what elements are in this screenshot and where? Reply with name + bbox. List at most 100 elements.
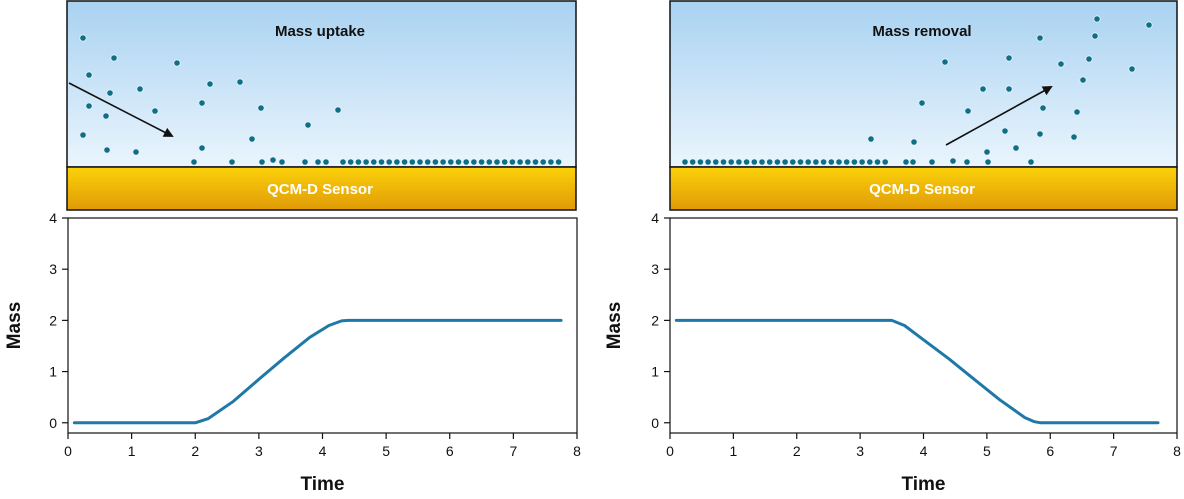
- x-tick-label: 3: [856, 443, 864, 459]
- particle: [424, 158, 432, 166]
- particle: [928, 158, 936, 166]
- particle: [866, 158, 874, 166]
- uptake-figure: Mass uptake QCM-D Sensor 0 1 2 3 4 5 6 7 8 0 1 2 3 4 T…: [4, 0, 581, 495]
- particle: [1070, 133, 1078, 141]
- mass-curve: [674, 318, 1160, 425]
- particle: [110, 54, 118, 62]
- particle: [516, 158, 524, 166]
- x-tick-label: 7: [1110, 443, 1118, 459]
- particle: [766, 158, 774, 166]
- liquid-region: [669, 0, 1178, 168]
- particle: [704, 158, 712, 166]
- x-axis-label: Time: [901, 474, 945, 495]
- x-axis-ticks: 0 1 2 3 4 5 6 7 8: [64, 433, 581, 459]
- particle: [314, 158, 322, 166]
- particle: [979, 85, 987, 93]
- particle: [206, 80, 214, 88]
- particle: [781, 158, 789, 166]
- y-tick-label: 1: [49, 364, 57, 380]
- x-tick-label: 0: [666, 443, 674, 459]
- qcm-sensor: [669, 166, 1178, 211]
- particle: [132, 148, 140, 156]
- y-axis-label: Mass: [4, 302, 25, 350]
- removal-scene: Mass removal QCM-D Sensor: [669, 0, 1178, 211]
- y-tick-label: 2: [651, 312, 659, 328]
- particle: [354, 158, 362, 166]
- liquid-region: [66, 0, 577, 168]
- particle: [850, 158, 858, 166]
- particle: [804, 158, 812, 166]
- particle: [984, 158, 992, 166]
- particle: [531, 158, 540, 166]
- particle: [362, 158, 370, 166]
- particle: [198, 144, 206, 152]
- x-tick-label: 1: [729, 443, 737, 459]
- y-axis-ticks: 0 1 2 3 4: [651, 210, 670, 431]
- y-tick-label: 2: [49, 312, 57, 328]
- x-tick-label: 6: [446, 443, 454, 459]
- particle: [963, 158, 971, 166]
- particle: [236, 78, 244, 86]
- particle: [827, 158, 835, 166]
- particle: [79, 131, 87, 139]
- particle: [719, 158, 728, 166]
- removal-chart: 0 1 2 3 4 5 6 7 8 0 1 2 3 4 Time Mass: [604, 210, 1181, 495]
- particle: [228, 158, 236, 166]
- particle: [377, 158, 386, 166]
- sensor-label: QCM-D Sensor: [267, 181, 373, 198]
- particle: [102, 112, 110, 120]
- particle: [1079, 76, 1087, 84]
- scene-title: Mass uptake: [275, 23, 365, 40]
- particle: [1001, 127, 1009, 135]
- y-tick-label: 0: [651, 415, 659, 431]
- x-tick-label: 8: [1173, 443, 1181, 459]
- particle: [1012, 144, 1020, 152]
- particle: [334, 106, 342, 114]
- particle: [1128, 65, 1136, 73]
- particle: [151, 107, 159, 115]
- particle: [269, 156, 277, 164]
- particle: [385, 158, 393, 166]
- uptake-chart: 0 1 2 3 4 5 6 7 8 0 1 2 3 4 Time Mass: [4, 210, 581, 495]
- y-axis-label: Mass: [604, 302, 625, 350]
- particle: [304, 121, 312, 129]
- particle: [106, 89, 114, 97]
- particle: [758, 158, 766, 166]
- particle: [508, 158, 517, 166]
- particle: [485, 158, 493, 166]
- particle: [867, 135, 875, 143]
- particle: [258, 158, 266, 166]
- particle: [743, 158, 751, 166]
- particle: [858, 158, 866, 166]
- particle: [447, 158, 455, 166]
- particle: [1039, 104, 1047, 112]
- x-tick-label: 8: [573, 443, 581, 459]
- particle: [796, 158, 805, 166]
- particle: [370, 158, 378, 166]
- particle: [439, 158, 447, 166]
- x-tick-label: 2: [191, 443, 199, 459]
- particle: [539, 158, 547, 166]
- arrow-down-right-icon: [68, 82, 174, 137]
- particles: [79, 34, 563, 166]
- particle: [462, 158, 470, 166]
- particle: [1036, 130, 1044, 138]
- particle: [190, 158, 198, 166]
- particle: [820, 158, 828, 166]
- x-axis-ticks: 0 1 2 3 4 5 6 7 8: [666, 433, 1181, 459]
- particle: [1057, 60, 1065, 68]
- y-tick-label: 4: [49, 210, 57, 226]
- particle: [964, 107, 972, 115]
- particle: [750, 158, 758, 166]
- particle: [408, 158, 416, 166]
- mass-curve: [72, 318, 563, 425]
- particle: [1145, 21, 1153, 29]
- arrow-up-right-icon: [945, 86, 1053, 146]
- particle: [681, 158, 689, 166]
- y-tick-label: 4: [651, 210, 659, 226]
- plot-frame: [67, 217, 578, 434]
- particle: [1085, 55, 1093, 63]
- particle: [873, 158, 882, 166]
- particle: [470, 158, 478, 166]
- particle: [547, 158, 555, 166]
